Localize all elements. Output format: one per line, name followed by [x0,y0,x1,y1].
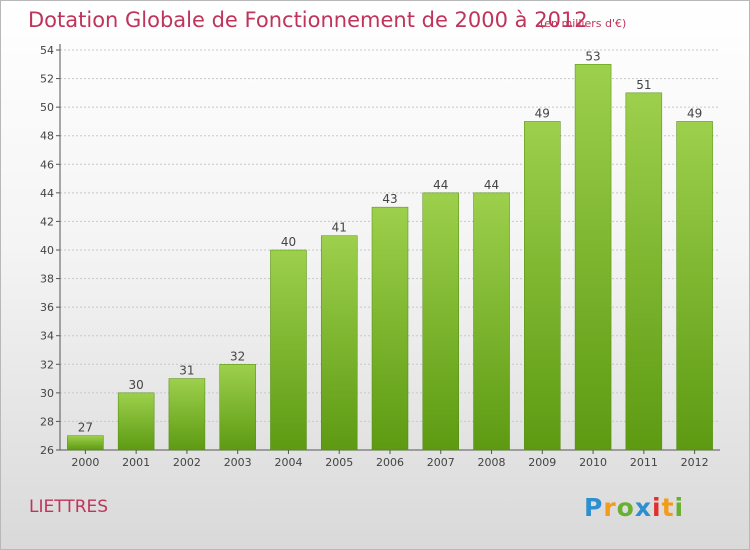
bar [371,206,409,451]
x-tick-label: 2005 [325,456,353,469]
bar [270,249,307,451]
bar [67,435,104,451]
bar [168,378,206,451]
x-tick-label: 2001 [122,456,150,469]
y-tick-label: 28 [40,415,54,428]
y-tick-label: 38 [40,273,54,286]
x-tick-label: 2002 [173,456,201,469]
bar-value-label: 43 [382,192,397,206]
bar-value-label: 49 [535,106,550,120]
x-tick-label: 2004 [274,456,302,469]
chart-title: Dotation Globale de Fonctionnement de 20… [28,8,588,32]
bar [676,121,713,451]
x-tick-label: 2010 [579,456,607,469]
bar [574,64,612,451]
y-tick-label: 46 [40,158,54,171]
x-tick-label: 2003 [224,456,252,469]
y-tick-labels: 26 28 30 32 34 36 38 40 42 44 46 48 50 52 54 [40,44,60,457]
bar-value-label: 44 [484,178,499,192]
x-tick-label: 2007 [427,456,455,469]
y-tick-label: 52 [40,73,54,86]
bar [422,192,460,451]
y-tick-label: 26 [40,444,54,457]
y-tick-label: 32 [40,358,54,371]
proxiti-logo: Proxiti [584,493,684,522]
svg-text:Proxiti: Proxiti [584,493,684,522]
y-tick-label: 42 [40,215,54,228]
bar-value-label: 53 [585,49,600,63]
y-tick-label: 30 [40,387,54,400]
y-tick-label: 40 [40,244,54,257]
bar-value-label: 41 [332,221,347,235]
y-tick-label: 34 [40,330,54,343]
x-tick-label: 2008 [478,456,506,469]
bar-value-label: 27 [78,421,93,435]
bar-value-label: 51 [636,78,651,92]
y-tick-label: 54 [40,44,54,57]
x-tick-labels: 2000 2001 2002 2003 2004 2005 2006 2007 2008 2009… [71,450,709,469]
bars: 27 30 31 32 40 41 43 44 44 49 53 51 49 [67,49,713,451]
bar-value-label: 30 [129,378,144,392]
bar [473,192,510,451]
bar-value-label: 32 [230,349,245,363]
x-tick-label: 2012 [681,456,709,469]
x-tick-label: 2000 [71,456,99,469]
bar [524,121,561,451]
bar [219,364,256,451]
bar [320,235,358,451]
y-tick-label: 50 [40,101,54,114]
y-tick-label: 36 [40,301,54,314]
chart-subtitle: (en milliers d'€) [540,17,627,30]
x-tick-label: 2009 [528,456,556,469]
commune-name: LIETTRES [29,497,109,517]
x-tick-label: 2006 [376,456,404,469]
bar-value-label: 31 [179,364,194,378]
bar-value-label: 44 [433,178,448,192]
x-tick-label: 2011 [630,456,658,469]
y-tick-label: 44 [40,187,54,200]
bar-value-label: 40 [281,235,296,249]
bar-value-label: 49 [687,106,702,120]
bar [117,392,155,451]
bar [625,92,663,451]
y-tick-label: 48 [40,130,54,143]
